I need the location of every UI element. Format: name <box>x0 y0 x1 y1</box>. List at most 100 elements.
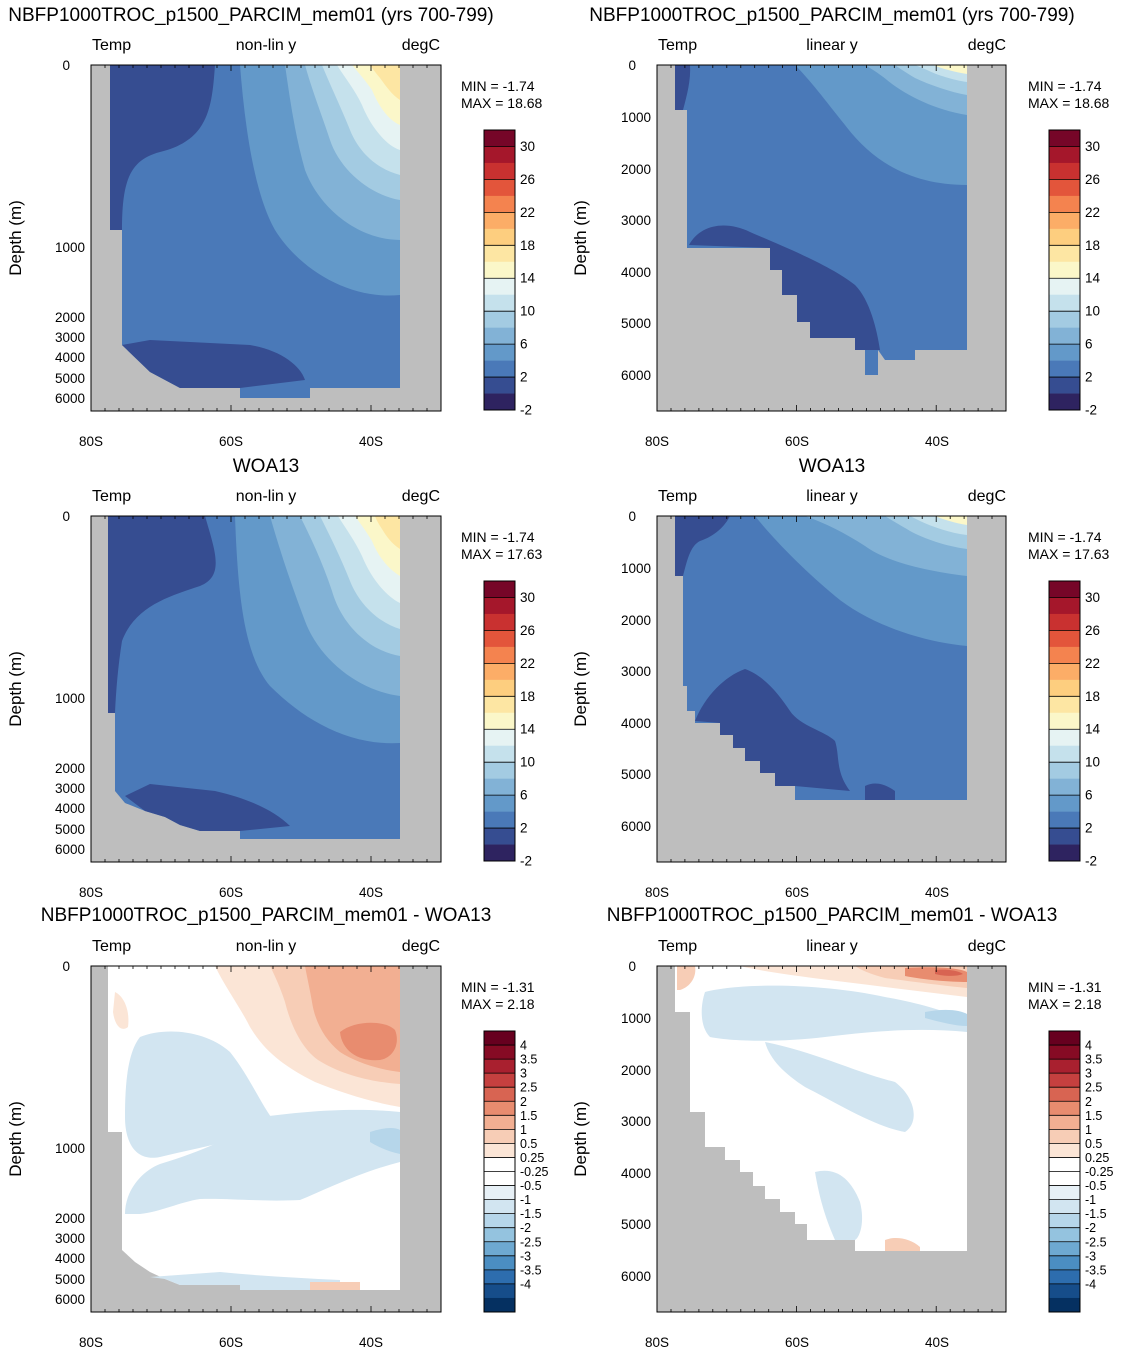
colorbar-swatches <box>483 1030 516 1313</box>
y-tick-label: 0 <box>628 509 636 524</box>
colorbar-label: 22 <box>520 656 535 671</box>
x-tick-label: 80S <box>79 1335 103 1350</box>
colorbar-label: 0.5 <box>520 1137 537 1151</box>
colorbar-swatch <box>1049 1199 1080 1214</box>
min-label: MIN = -1.31 <box>461 979 535 995</box>
y-tick-label: 5000 <box>621 767 651 782</box>
colorbar-swatch <box>484 1045 515 1060</box>
ocean-level-0 <box>675 516 730 576</box>
colorbar-label: 2 <box>520 821 528 836</box>
colorbar-swatch <box>484 1199 515 1214</box>
colorbar-label: 26 <box>520 623 535 638</box>
colorbar-label: 30 <box>520 139 535 154</box>
y-tick-label: 3000 <box>621 664 651 679</box>
colorbar-swatch <box>484 712 515 730</box>
x-tick-label: 60S <box>785 434 809 449</box>
colorbar-swatch <box>1049 228 1080 246</box>
ocean-level-0 <box>108 516 216 713</box>
colorbar-label: -2.5 <box>520 1235 542 1249</box>
field-label: Temp <box>92 938 131 955</box>
y-tick-labels: 0 1000 2000 3000 4000 5000 6000 <box>55 58 85 406</box>
colorbar-label: 0.25 <box>1085 1151 1109 1165</box>
colorbar-swatch <box>484 146 515 164</box>
axis-ticks <box>90 516 442 862</box>
colorbar-swatch <box>484 1087 515 1102</box>
x-tick-label: 40S <box>925 434 949 449</box>
y-tick-label: 2000 <box>621 1063 651 1078</box>
y-tick-labels: 0 1000 2000 3000 4000 5000 6000 <box>55 509 85 857</box>
ocean-level-0b <box>125 784 290 831</box>
colorbar: 43.532.521.510.50.25-0.25-0.5-1-1.5-2-2.… <box>483 1030 549 1313</box>
colorbar-labels: 30 26 22 18 14 10 6 2 -2 <box>1085 139 1101 418</box>
colorbar-label: 10 <box>1085 304 1100 319</box>
y-tick-label: 1000 <box>621 1011 651 1026</box>
axis-mode-label: non-lin y <box>236 488 296 505</box>
ocean-diff-neg-3 <box>815 1170 863 1240</box>
colorbar-swatches <box>1048 129 1081 411</box>
x-tick-label: 80S <box>79 434 103 449</box>
ocean-diff-pos-4 <box>340 1022 397 1061</box>
chart-woa-linear: WOA13 Temp linear y degC Depth (m) 0 100… <box>571 456 1110 900</box>
y-tick-label: 1000 <box>55 691 85 706</box>
y-tick-label: 5000 <box>621 316 651 331</box>
colorbar-swatch <box>484 729 515 747</box>
colorbar-label: -1.5 <box>1085 1207 1107 1221</box>
axis-ticks <box>90 65 442 411</box>
colorbar-label: -0.5 <box>1085 1179 1107 1193</box>
x-tick-label: 60S <box>219 1335 243 1350</box>
colorbar-label: 18 <box>520 238 535 253</box>
colorbar-swatch <box>484 195 515 213</box>
colorbar-swatch <box>484 778 515 796</box>
units-label: degC <box>968 938 1006 955</box>
colorbar-label: 3 <box>1085 1067 1092 1081</box>
y-tick-label: 3000 <box>55 781 85 796</box>
colorbar-swatch <box>484 811 515 829</box>
colorbar-label: -4 <box>1085 1277 1096 1291</box>
colorbar-swatch <box>484 393 515 411</box>
colorbar-swatch <box>484 745 515 763</box>
panel-diff-nonlin: NBFP1000TROC_p1500_PARCIM_mem01 - WOA13 … <box>0 902 565 1354</box>
colorbar-swatch <box>1049 1087 1080 1102</box>
colorbar-swatch <box>1049 195 1080 213</box>
colorbar-swatch <box>1049 245 1080 263</box>
x-tick-label: 80S <box>79 885 103 900</box>
colorbar-label: 26 <box>1085 172 1100 187</box>
ocean-diff-neg-4 <box>150 1272 340 1290</box>
colorbar-swatch <box>1049 212 1080 230</box>
colorbar-label: -1 <box>1085 1193 1096 1207</box>
colorbar-swatch <box>484 1031 515 1046</box>
x-tick-label: 80S <box>645 1335 669 1350</box>
y-tick-label: 6000 <box>55 1292 85 1307</box>
colorbar-label: 14 <box>1085 722 1101 737</box>
colorbar-swatch <box>484 1269 515 1285</box>
colorbar-label: -2 <box>520 854 532 869</box>
y-tick-labels: 0 1000 2000 3000 4000 5000 6000 <box>621 959 651 1284</box>
colorbar-swatch <box>1049 828 1080 845</box>
y-tick-label: 2000 <box>621 613 651 628</box>
y-tick-label: 3000 <box>55 1231 85 1246</box>
colorbar-label: 18 <box>520 689 535 704</box>
colorbar-label: 14 <box>520 722 536 737</box>
y-axis-label: Depth (m) <box>571 1101 590 1177</box>
colorbar-swatch <box>484 1143 515 1158</box>
x-tick-label: 40S <box>359 1335 383 1350</box>
colorbar-swatch <box>484 597 515 615</box>
colorbar-label: 2 <box>520 370 528 385</box>
x-tick-label: 40S <box>359 885 383 900</box>
field-label: Temp <box>658 37 697 54</box>
y-tick-label: 5000 <box>621 1217 651 1232</box>
colorbar-swatch <box>1049 146 1080 164</box>
colorbar-label: -3.5 <box>1085 1263 1107 1277</box>
colorbar: 30 26 22 18 14 10 6 2 -2 <box>483 580 536 869</box>
colorbar-swatch <box>484 278 515 296</box>
colorbar-label: 4 <box>1085 1039 1092 1053</box>
colorbar-label: 22 <box>1085 205 1100 220</box>
min-label: MIN = -1.74 <box>1028 529 1102 545</box>
panel-model-nonlin: NBFP1000TROC_p1500_PARCIM_mem01 (yrs 700… <box>0 0 565 451</box>
colorbar: 43.532.521.510.50.25-0.25-0.5-1-1.5-2-2.… <box>1048 1030 1114 1313</box>
colorbar-label: 10 <box>520 755 535 770</box>
colorbar-swatch <box>484 663 515 681</box>
colorbar-labels: 30 26 22 18 14 10 6 2 -2 <box>520 139 536 418</box>
y-tick-label: 0 <box>62 959 70 974</box>
colorbar-labels: 43.532.521.510.50.25-0.25-0.5-1-1.5-2-2.… <box>1085 1039 1114 1292</box>
